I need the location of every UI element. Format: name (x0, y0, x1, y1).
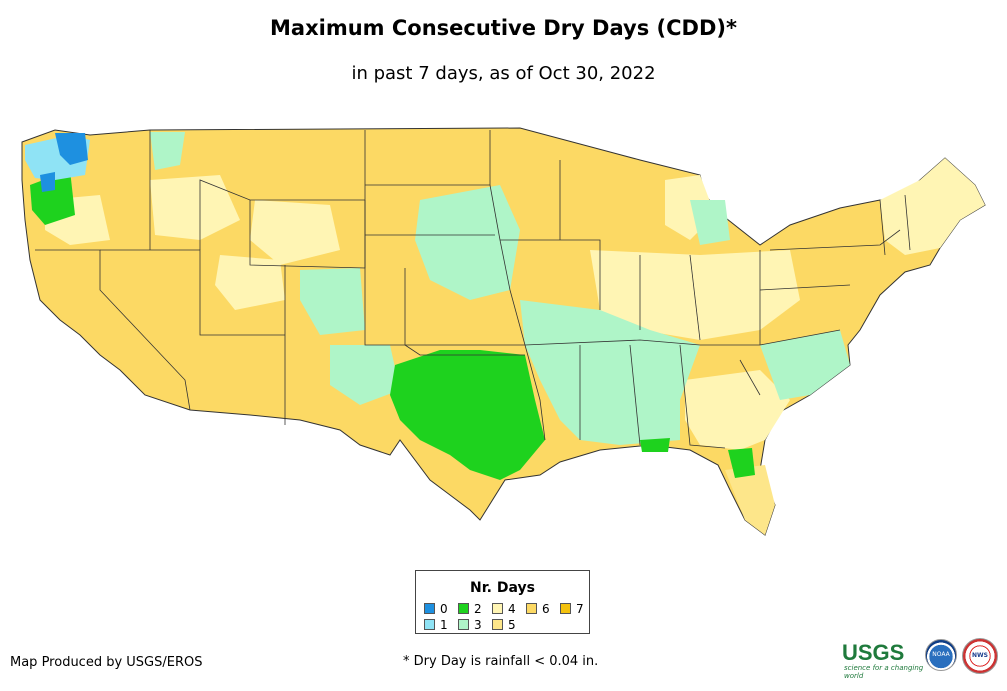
region-4day-idaho (150, 175, 240, 240)
legend-item-1: 1 (424, 619, 448, 631)
usgs-logo: USGS (842, 640, 905, 665)
legend-item-0: 0 (424, 603, 448, 615)
legend-swatch-5 (492, 619, 503, 630)
region-2day-gulf (640, 438, 670, 452)
agency-logos: USGS science for a changing world NOAA N… (842, 638, 1002, 680)
region-3day-colorado (300, 268, 365, 335)
nws-logo: NWS (962, 638, 998, 674)
state-line (739, 359, 761, 396)
region-3day-newmexico (330, 345, 400, 405)
usgs-tagline: science for a changing world (844, 664, 924, 680)
region-2day-texas-oklahoma (390, 350, 545, 480)
map-legend: Nr. Days 0 1 2 3 4 5 6 7 (415, 570, 590, 634)
legend-item-2: 2 (458, 603, 482, 615)
state-line (199, 179, 365, 250)
state-line (769, 229, 901, 251)
state-line (689, 254, 701, 341)
legend-label: 7 (576, 602, 584, 616)
legend-label: 6 (542, 602, 550, 616)
legend-swatch-3 (458, 619, 469, 630)
region-4day-florida (725, 465, 775, 535)
region-3day-plains (415, 185, 520, 300)
region-3day-carolinas (760, 330, 850, 400)
legend-title: Nr. Days (470, 580, 535, 596)
legend-item-7: 7 (560, 603, 584, 615)
state-line (100, 249, 285, 336)
region-3day-washington (150, 132, 185, 170)
state-line (629, 344, 641, 446)
region-4day-southeast (685, 370, 790, 450)
region-0day-puget (40, 172, 55, 192)
legend-label: 3 (474, 618, 482, 632)
region-0day-washington (55, 133, 88, 165)
noaa-logo: NOAA (925, 639, 957, 671)
footnote-text: * Dry Day is rainfall < 0.04 in. (403, 654, 599, 669)
region-4day-northeast (880, 158, 985, 255)
legend-swatch-6 (526, 603, 537, 614)
region-2day-florida (728, 448, 755, 478)
state-line (879, 199, 886, 256)
state-line (35, 249, 191, 411)
region-4day-wyoming (250, 200, 340, 265)
legend-label: 2 (474, 602, 482, 616)
legend-label: 4 (508, 602, 516, 616)
legend-swatch-2 (458, 603, 469, 614)
legend-swatch-1 (424, 619, 435, 630)
legend-item-5: 5 (492, 619, 516, 631)
region-3day-midsouth (520, 300, 700, 445)
state-line (489, 184, 546, 441)
state-line (500, 239, 601, 310)
region-4day-colorado (215, 255, 285, 310)
state-line (904, 194, 911, 251)
map-subtitle: in past 7 days, as of Oct 30, 2022 (351, 63, 656, 84)
map-title: Maximum Consecutive Dry Days (CDD)* (270, 16, 737, 40)
legend-label: 0 (440, 602, 448, 616)
legend-item-3: 3 (458, 619, 482, 631)
state-line (759, 284, 851, 291)
legend-item-4: 4 (492, 603, 516, 615)
state-line (524, 329, 841, 346)
legend-swatch-4 (492, 603, 503, 614)
legend-label: 1 (440, 618, 448, 632)
state-line (404, 344, 525, 356)
legend-item-6: 6 (526, 603, 550, 615)
legend-label: 5 (508, 618, 516, 632)
state-boundaries (35, 130, 911, 449)
state-line (679, 344, 726, 449)
legend-swatch-0 (424, 603, 435, 614)
credit-text: Map Produced by USGS/EROS (10, 655, 203, 670)
legend-swatch-7 (560, 603, 571, 614)
region-3day-wisconsin (690, 200, 730, 245)
state-line (364, 130, 405, 346)
